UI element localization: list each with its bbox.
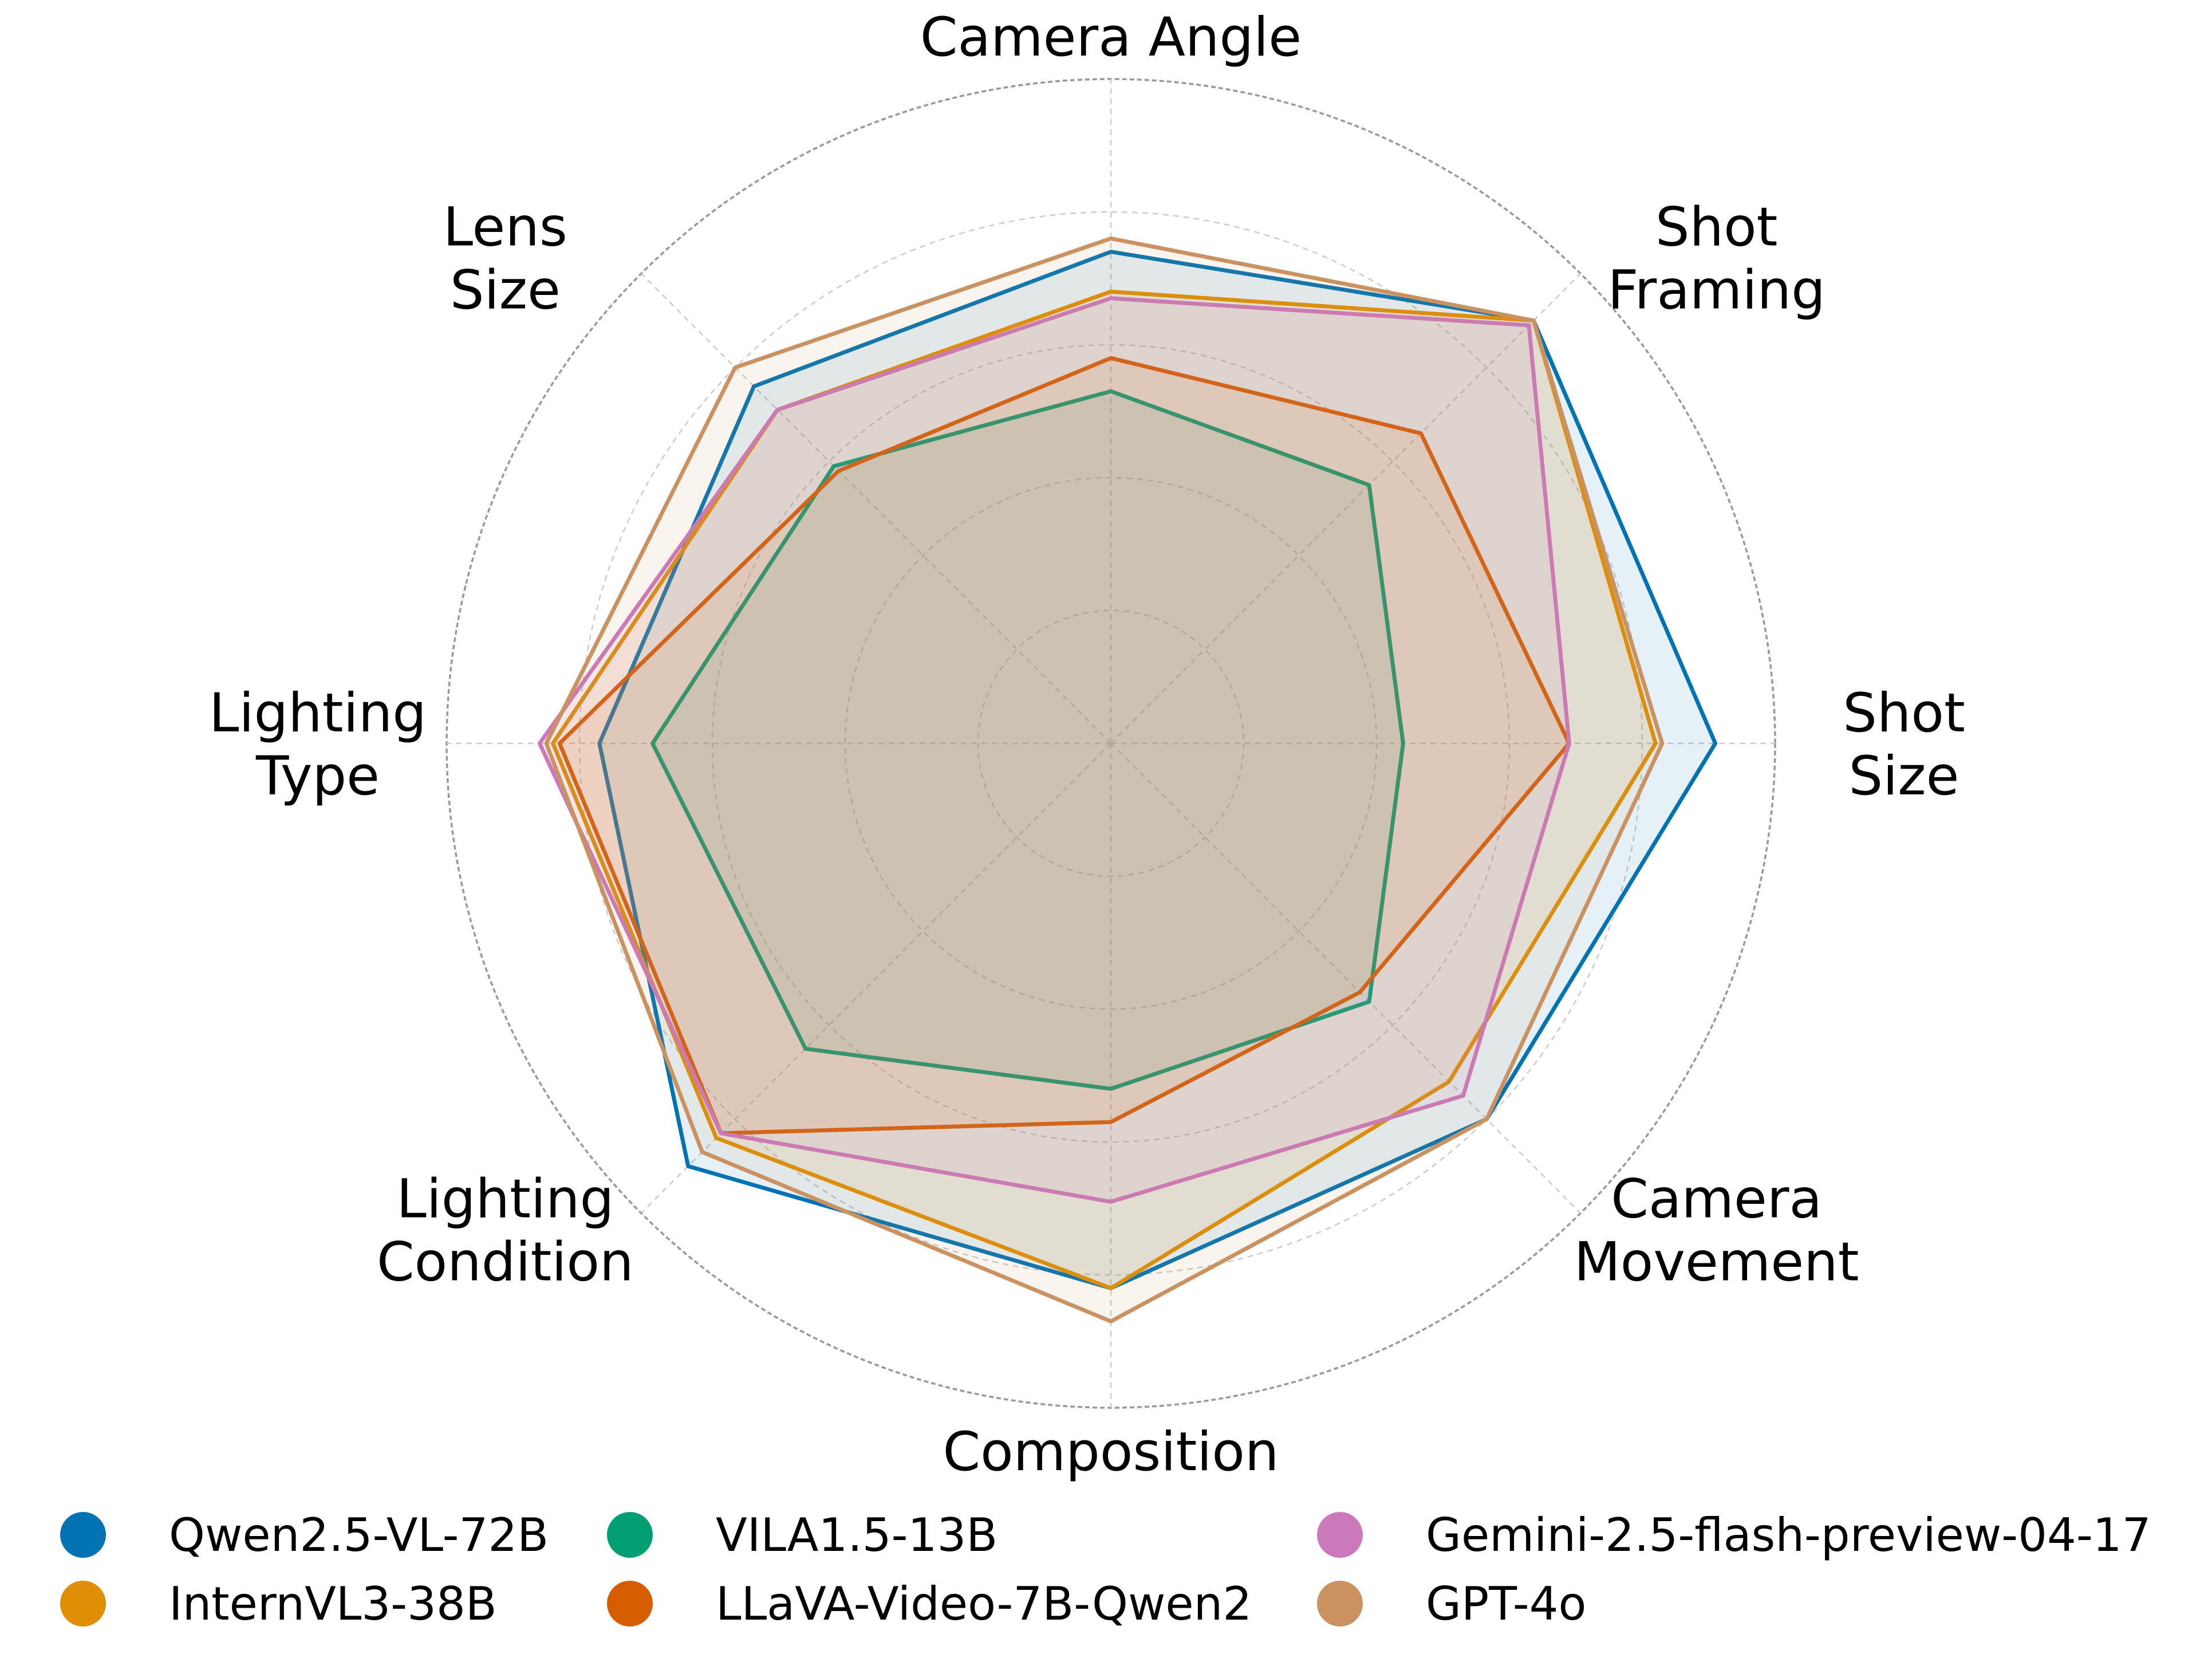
legend-label: Qwen2.5-VL-72B — [169, 1509, 549, 1562]
grid-ring — [977, 609, 1245, 877]
axis-label-lighting-condition: Lighting Condition — [377, 1168, 634, 1293]
legend-marker — [60, 1581, 106, 1626]
series-area — [553, 292, 1656, 1289]
axis-label-line: Condition — [377, 1231, 634, 1293]
legend-item: Qwen2.5-VL-72B — [60, 1509, 549, 1562]
grid-ring — [844, 476, 1378, 1010]
series-line — [551, 289, 1658, 1290]
legend-label: LLaVA-Video-7B-Qwen2 — [716, 1577, 1252, 1631]
legend-label: GPT-4o — [1426, 1577, 1586, 1631]
legend-marker — [60, 1512, 106, 1558]
axis-label-line: Camera — [1611, 1168, 1822, 1230]
series-line — [597, 250, 1718, 1290]
grid-spoke — [640, 743, 1111, 1214]
legend-item: VILA1.5-13B — [607, 1509, 997, 1562]
series-line — [537, 296, 1571, 1204]
legend-marker — [1317, 1581, 1363, 1626]
axis-label-camera-movement: Camera Movement — [1574, 1168, 1859, 1293]
grid-spoke — [1110, 743, 1582, 1214]
series-internvl3-38b — [551, 289, 1658, 1290]
series-area — [599, 251, 1716, 1289]
radar-grid — [445, 78, 1776, 1409]
legend-item: LLaVA-Video-7B-Qwen2 — [607, 1577, 1252, 1631]
grid-ring — [711, 344, 1511, 1143]
axis-label-line: Camera Angle — [920, 6, 1302, 69]
legend: Qwen2.5-VL-72B InternVL3-38B VILA1.5-13B LL… — [60, 1509, 2151, 1631]
axis-label-camera-angle: Camera Angle — [920, 6, 1302, 69]
grid-spoke — [640, 273, 1111, 744]
series-area — [546, 238, 1662, 1322]
legend-item: Gemini-2.5-flash-preview-04-17 — [1317, 1509, 2151, 1562]
axis-label-line: Type — [255, 745, 380, 808]
axis-label-line: Composition — [943, 1421, 1279, 1483]
series-line — [544, 236, 1665, 1324]
axis-label-shot-size: Shot Size — [1843, 682, 1965, 808]
axis-label-line: Movement — [1574, 1231, 1859, 1293]
axis-label-line: Shot — [1655, 196, 1778, 258]
axis-label-line: Shot — [1843, 682, 1965, 745]
legend-item: GPT-4o — [1317, 1577, 1586, 1631]
series-area — [539, 298, 1570, 1202]
axis-label-line: Lighting — [209, 682, 427, 745]
series-qwen2-5-vl-72b — [597, 250, 1718, 1290]
legend-marker — [607, 1512, 653, 1558]
series-llava-video-7b-qwen2 — [557, 356, 1571, 1136]
axis-label-line: Size — [1849, 745, 1959, 808]
axis-label-lighting-type: Lighting Type — [209, 682, 427, 808]
legend-label: InternVL3-38B — [169, 1577, 497, 1631]
series-area — [559, 358, 1570, 1133]
legend-marker — [607, 1581, 653, 1626]
series-gemini-2-5-flash-preview-04-17 — [537, 296, 1571, 1204]
axis-label-line: Size — [450, 259, 561, 321]
legend-item: InternVL3-38B — [60, 1577, 497, 1631]
series-line — [557, 356, 1571, 1136]
axis-label-shot-framing: Shot Framing — [1607, 196, 1825, 321]
axis-label-lens-size: Lens Size — [443, 196, 567, 321]
legend-marker — [1317, 1512, 1363, 1558]
legend-label: Gemini-2.5-flash-preview-04-17 — [1426, 1509, 2151, 1562]
grid-spoke — [1110, 273, 1582, 744]
axis-label-line: Framing — [1607, 259, 1825, 321]
series-area — [652, 391, 1403, 1089]
legend-label: VILA1.5-13B — [716, 1509, 997, 1562]
series-gpt-4o — [544, 236, 1665, 1324]
axis-label-composition: Composition — [943, 1421, 1279, 1483]
axis-label-line: Lighting — [396, 1168, 614, 1230]
axis-label-line: Lens — [443, 196, 567, 258]
radar-series — [537, 236, 1718, 1324]
